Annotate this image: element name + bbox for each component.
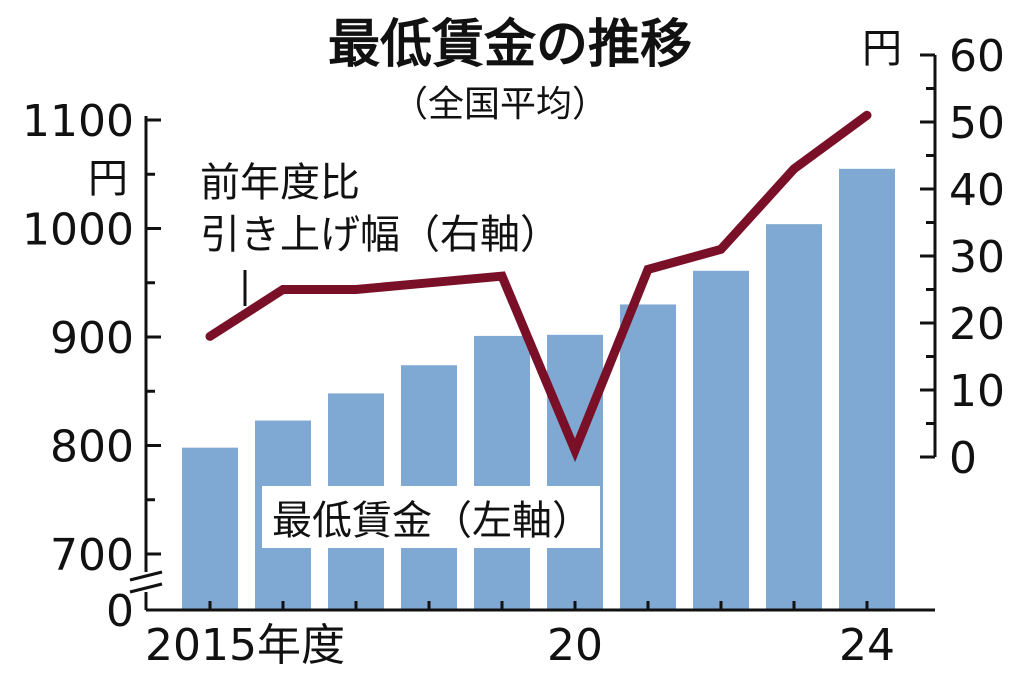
bar-20 xyxy=(547,334,603,610)
axis-break-mark-lower xyxy=(129,582,163,594)
bar-series-label-bg xyxy=(262,486,600,548)
bar-23 xyxy=(766,224,822,610)
line-point-19 xyxy=(501,275,503,277)
chart-title: 最低賃金の推移 xyxy=(328,15,692,75)
bar-22 xyxy=(693,270,749,610)
bar-19 xyxy=(474,335,530,610)
line-point-20 xyxy=(574,449,576,451)
right-tick-label-50: 50 xyxy=(949,98,1005,149)
right-tick-label-30: 30 xyxy=(949,232,1005,283)
line-layer xyxy=(205,110,872,463)
left-tick-label-700: 700 xyxy=(50,530,134,581)
bar-2015 xyxy=(182,447,238,610)
line-point-2015 xyxy=(209,335,211,337)
x-tick-label-2015: 2015年度 xyxy=(145,620,345,671)
line-series-path xyxy=(205,110,872,463)
line-point-17 xyxy=(355,289,357,290)
left-tick-label-break: 0 xyxy=(106,586,134,637)
right-tick-label-10: 10 xyxy=(949,366,1005,417)
line-point-22 xyxy=(720,248,722,250)
x-tick-label-20: 20 xyxy=(547,620,603,671)
right-tick-label-20: 20 xyxy=(949,299,1005,350)
line-point-16 xyxy=(282,289,284,290)
chart-subtitle: （全国平均） xyxy=(392,84,608,125)
line-point-18 xyxy=(428,282,430,284)
line-point-21 xyxy=(647,268,649,270)
line-point-23 xyxy=(793,168,795,170)
line-series-label-line1: 前年度比 xyxy=(200,160,360,206)
right-axis-unit: 円 xyxy=(862,26,902,72)
left-tick-label-1100: 1100 xyxy=(22,96,134,147)
line-point-24 xyxy=(866,114,868,116)
left-axis-unit: 円 xyxy=(88,156,128,202)
bar-21 xyxy=(620,304,676,610)
left-tick-label-800: 800 xyxy=(50,422,134,473)
bar-series-label: 最低賃金（左軸） xyxy=(272,498,592,544)
axis-break-mark-upper xyxy=(129,570,163,582)
bar-24 xyxy=(839,168,895,610)
left-tick-label-900: 900 xyxy=(50,313,134,364)
right-tick-label-60: 60 xyxy=(949,31,1005,82)
right-tick-label-40: 40 xyxy=(949,165,1005,216)
line-series-label-line2: 引き上げ幅（右軸） xyxy=(200,212,560,258)
x-tick-label-24: 24 xyxy=(839,620,895,671)
right-tick-label-0: 0 xyxy=(949,433,977,484)
left-tick-label-1000: 1000 xyxy=(22,205,134,256)
